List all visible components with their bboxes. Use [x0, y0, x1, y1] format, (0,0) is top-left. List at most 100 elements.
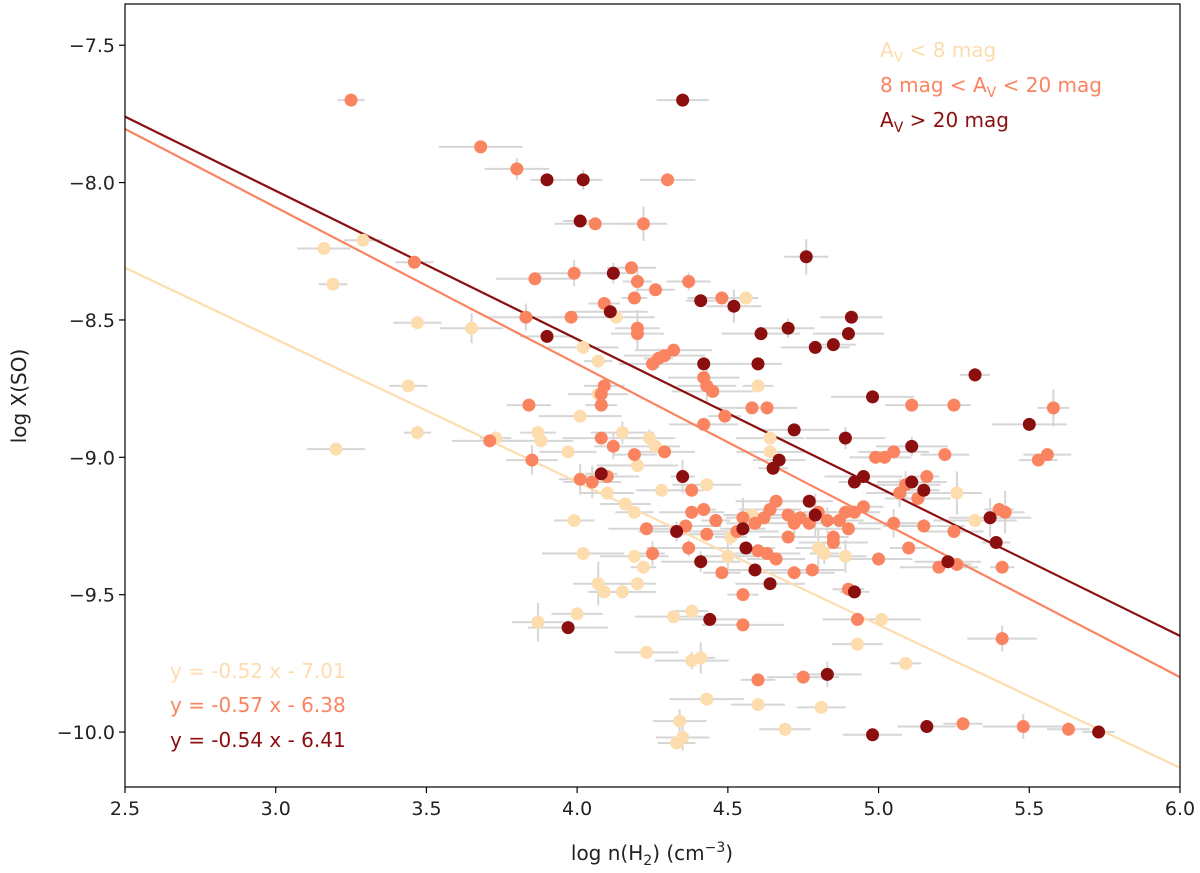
data-point-series-2	[838, 431, 852, 445]
data-point-series-1	[682, 541, 696, 555]
data-point-series-1	[661, 173, 675, 187]
data-point-series-0	[850, 637, 864, 651]
data-point-series-1	[564, 310, 578, 324]
data-point-series-1	[905, 398, 919, 412]
data-point-series-0	[401, 379, 415, 393]
data-point-series-1	[685, 505, 699, 519]
x-tick-label: 3.5	[411, 798, 441, 820]
data-point-series-2	[844, 310, 858, 324]
data-point-series-0	[534, 434, 548, 448]
data-point-series-1	[736, 588, 750, 602]
data-point-series-2	[847, 585, 861, 599]
data-point-series-0	[950, 486, 964, 500]
fit-equation-low-av: y = -0.52 x - 7.01	[170, 659, 346, 683]
data-point-series-1	[998, 505, 1012, 519]
data-point-series-0	[615, 585, 629, 599]
data-point-series-1	[947, 398, 961, 412]
data-point-series-2	[820, 667, 834, 681]
data-point-series-0	[630, 577, 644, 591]
data-point-series-1	[709, 514, 723, 528]
plot-frame	[124, 3, 1181, 788]
data-point-series-2	[576, 173, 590, 187]
data-point-series-0	[968, 514, 982, 528]
y-tick-label: −10.0	[57, 722, 115, 744]
data-point-series-0	[600, 486, 614, 500]
data-point-series-1	[841, 522, 855, 536]
y-tick-label: −9.0	[69, 447, 115, 469]
data-point-series-0	[700, 478, 714, 492]
data-point-series-0	[899, 656, 913, 670]
data-point-series-1	[781, 530, 795, 544]
data-point-series-0	[567, 514, 581, 528]
data-point-series-1	[917, 519, 931, 533]
data-point-series-2	[594, 467, 608, 481]
data-point-series-1	[658, 445, 672, 459]
data-point-series-2	[676, 93, 690, 107]
data-point-series-0	[875, 612, 889, 626]
data-point-series-0	[838, 549, 852, 563]
data-point-series-1	[1040, 448, 1054, 462]
data-point-series-2	[739, 541, 753, 555]
data-point-series-0	[591, 577, 605, 591]
data-point-series-2	[905, 439, 919, 453]
x-tick-label: 5.5	[1014, 798, 1044, 820]
data-point-series-1	[700, 527, 714, 541]
data-point-series-1	[649, 283, 663, 297]
data-point-series-1	[902, 541, 916, 555]
fit-line-series-2	[124, 115, 1181, 637]
data-point-series-1	[872, 552, 886, 566]
data-point-series-1	[787, 566, 801, 580]
data-point-series-2	[754, 327, 768, 341]
data-point-series-1	[528, 272, 542, 286]
data-point-series-1	[685, 483, 699, 497]
data-point-series-1	[697, 503, 711, 517]
data-point-series-1	[682, 274, 696, 288]
y-axis-ticks: −7.5 −8.0 −8.5 −9.0 −9.5 −10.0	[57, 35, 125, 744]
data-point-series-1	[715, 291, 729, 305]
data-point-series-2	[763, 577, 777, 591]
data-point-series-0	[618, 497, 632, 511]
data-point-series-1	[585, 475, 599, 489]
data-point-series-2	[989, 535, 1003, 549]
data-point-series-0	[356, 233, 370, 247]
data-point-series-1	[820, 514, 834, 528]
data-point-series-0	[694, 651, 708, 665]
data-point-series-1	[956, 717, 970, 731]
data-point-series-1	[594, 398, 608, 412]
data-point-series-0	[817, 546, 831, 560]
data-point-series-0	[667, 610, 681, 624]
data-point-series-2	[917, 483, 931, 497]
data-point-series-1	[736, 618, 750, 632]
data-point-series-2	[540, 329, 554, 343]
data-point-series-0	[673, 714, 687, 728]
fit-equations: y = -0.52 x - 7.01 y = -0.57 x - 6.38 y …	[170, 659, 346, 752]
data-point-series-1	[1061, 722, 1075, 736]
data-point-series-2	[781, 321, 795, 335]
data-point-series-1	[736, 511, 750, 525]
data-point-series-1	[1046, 401, 1060, 415]
data-point-series-0	[655, 483, 669, 497]
data-point-series-2	[802, 494, 816, 508]
data-point-series-1	[838, 505, 852, 519]
data-point-series-1	[947, 524, 961, 538]
data-point-series-1	[887, 516, 901, 530]
data-point-series-0	[326, 277, 340, 291]
data-point-series-2	[808, 508, 822, 522]
data-point-series-2	[787, 423, 801, 437]
data-point-series-1	[627, 291, 641, 305]
x-tick-label: 6.0	[1165, 798, 1195, 820]
data-point-series-1	[995, 632, 1009, 646]
x-tick-label: 2.5	[110, 798, 140, 820]
data-point-series-1	[769, 494, 783, 508]
data-point-series-0	[317, 242, 331, 256]
data-point-series-1	[588, 217, 602, 231]
data-point-series-2	[703, 612, 717, 626]
legend: AV < 8 mag 8 mag < AV < 20 mag AV > 20 m…	[880, 38, 1102, 136]
data-point-series-1	[706, 384, 720, 398]
data-point-series-0	[570, 607, 584, 621]
data-point-series-2	[676, 470, 690, 484]
data-point-series-1	[567, 266, 581, 280]
data-point-series-1	[697, 417, 711, 431]
data-point-series-2	[694, 555, 708, 569]
data-point-series-2	[1092, 725, 1106, 739]
